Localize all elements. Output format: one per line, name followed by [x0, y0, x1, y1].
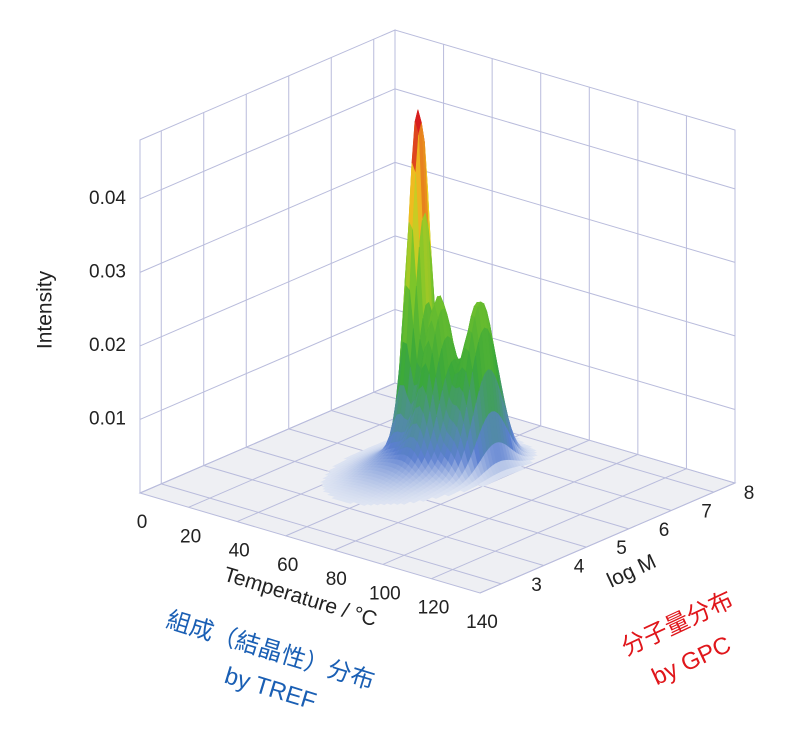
- grid-line: [139, 161, 396, 273]
- grid-line: [139, 88, 396, 200]
- surface-patch: [386, 501, 395, 505]
- grid-line: [139, 235, 396, 347]
- y-tick-label: 3: [531, 575, 542, 596]
- surface-patch: [444, 492, 453, 497]
- grid-line: [394, 88, 736, 190]
- grid-line: [394, 161, 736, 263]
- x-tick-label: 40: [229, 541, 250, 562]
- surface-patch: [478, 482, 487, 488]
- surface-patch: [366, 501, 375, 506]
- x-axis-title: Temperature / °C: [221, 563, 380, 631]
- surface-patch: [373, 501, 382, 506]
- z-tick-label: 0.03: [89, 261, 126, 282]
- x-tick-label: 20: [180, 526, 201, 547]
- x-tick-label: 80: [326, 569, 347, 590]
- peak: [421, 437, 424, 440]
- surface-patch: [409, 499, 418, 504]
- grid-line: [382, 453, 639, 565]
- grid-line: [431, 468, 687, 580]
- y-tick-label: 5: [616, 538, 627, 559]
- surface-patch: [360, 502, 369, 506]
- surface: [320, 109, 538, 506]
- z-tick-label: 0.04: [89, 188, 126, 209]
- z-tick-label: 0.02: [89, 335, 126, 356]
- surface-patch: [346, 500, 355, 504]
- y-tick-label: 8: [744, 483, 755, 504]
- surface-patch: [393, 501, 402, 505]
- surface-patch: [459, 488, 468, 493]
- y-tick-label: 6: [659, 520, 670, 541]
- surface-patch: [399, 501, 408, 505]
- peak: [479, 306, 482, 309]
- grid-line: [139, 308, 396, 420]
- x-tick-label: 0: [137, 512, 148, 533]
- grid-line: [394, 308, 736, 410]
- surface-patch: [379, 501, 388, 506]
- z-tick-label: 0.01: [89, 408, 126, 429]
- peak: [437, 321, 440, 324]
- grid-line: [394, 235, 736, 337]
- x-tick-label: 60: [277, 555, 298, 576]
- grid-line: [161, 483, 502, 585]
- peak: [417, 128, 420, 131]
- y-axis-title: log M: [603, 550, 659, 593]
- surface-patch: [431, 495, 440, 499]
- grid-line: [203, 465, 544, 566]
- y-tick-label: 4: [574, 557, 585, 578]
- z-axis-title: Intensity: [34, 270, 57, 349]
- grid-line: [139, 382, 396, 494]
- grid-line: [479, 482, 736, 594]
- x-tick-label: 140: [466, 612, 498, 633]
- surface-patch: [418, 497, 428, 502]
- x-tick-label: 100: [369, 583, 401, 604]
- y-tick-label: 7: [701, 502, 712, 523]
- x-tick-label: 120: [418, 598, 450, 619]
- grid-line: [334, 439, 590, 551]
